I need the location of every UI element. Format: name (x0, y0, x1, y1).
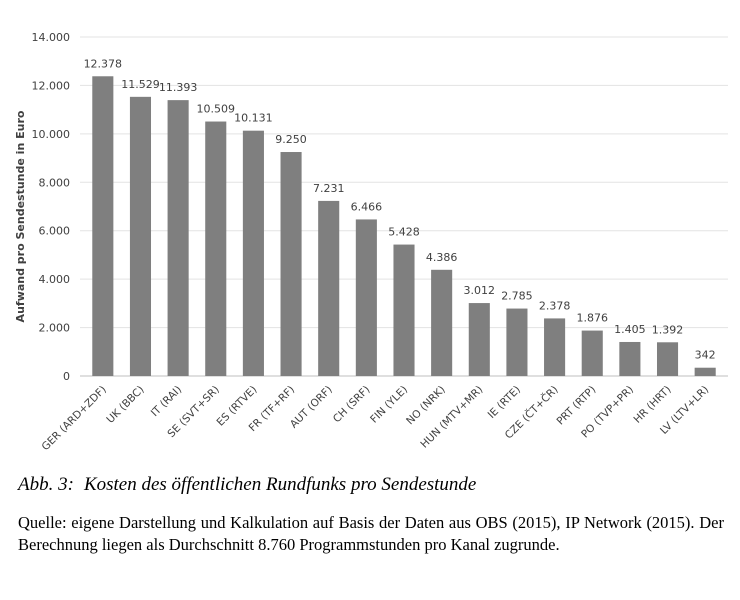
bar (205, 121, 227, 376)
bar (92, 76, 114, 376)
bar (694, 367, 716, 376)
bar (468, 303, 490, 376)
y-tick-label: 2.000 (39, 322, 71, 335)
data-label: 9.250 (275, 133, 307, 146)
y-tick-label: 4.000 (39, 273, 71, 286)
bar (656, 342, 679, 376)
bar (318, 200, 340, 376)
y-tick-label: 6.000 (39, 225, 71, 238)
bar (242, 130, 264, 376)
data-label: 12.378 (84, 57, 123, 70)
figure-title: Kosten des öffentlichen Rundfunks pro Se… (83, 474, 477, 495)
data-label: 11.393 (159, 81, 198, 94)
data-label: 3.012 (464, 284, 496, 297)
bar (506, 308, 528, 376)
bar (393, 244, 415, 376)
bar (167, 100, 189, 376)
data-label: 11.529 (121, 78, 160, 91)
bar (355, 219, 377, 376)
bar (129, 96, 152, 377)
bar (619, 341, 641, 376)
data-label: 2.785 (501, 290, 533, 303)
chart-svg: 0 2.000 4.000 6.000 8.000 10.000 12.000 14.000 A… (14, 31, 728, 453)
data-label: 5.428 (388, 226, 420, 239)
data-label: 7.231 (313, 182, 345, 195)
data-label: 1.405 (614, 323, 646, 336)
x-tick-label: GER (ARD+ZDF) (39, 384, 108, 453)
x-tick-label: UK (BBC) (104, 384, 146, 426)
bar (581, 330, 603, 376)
data-label: 6.466 (351, 200, 383, 213)
figure-caption: Abb. 3: Kosten des öffentlichen Rundfunks… (18, 474, 728, 496)
bar (544, 318, 566, 376)
data-label: 10.131 (234, 112, 273, 125)
x-tick-label: CH (SRF) (331, 384, 373, 426)
x-tick-label: IT (RAI) (149, 384, 184, 419)
y-axis-title: Aufwand pro Sendestunde in Euro (14, 110, 27, 322)
figure-label: Abb. 3: (18, 474, 74, 495)
data-label: 1.392 (652, 323, 684, 336)
x-tick-label: IE (RTE) (486, 384, 523, 421)
data-label: 1.876 (576, 312, 608, 325)
bar (431, 269, 453, 376)
source-note: Quelle: eigene Darstellung und Kalkulati… (18, 513, 724, 554)
data-label: 342 (695, 349, 716, 362)
y-tick-label: 0 (63, 370, 70, 383)
bar (280, 152, 302, 376)
y-tick-label: 14.000 (32, 31, 71, 44)
data-label: 10.509 (197, 103, 236, 116)
bar-chart: 0 2.000 4.000 6.000 8.000 10.000 12.000 14.000 A… (14, 31, 728, 453)
y-tick-label: 10.000 (32, 128, 71, 141)
data-label: 2.378 (539, 299, 571, 312)
y-tick-label: 12.000 (32, 79, 71, 92)
y-tick-label: 8.000 (39, 176, 71, 189)
data-label: 4.386 (426, 251, 458, 264)
